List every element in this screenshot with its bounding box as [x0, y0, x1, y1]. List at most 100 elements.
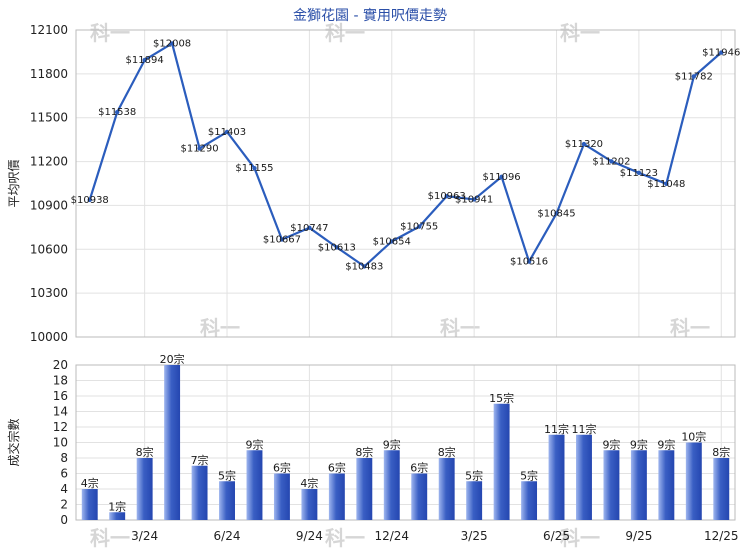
watermark: 科一 — [90, 526, 130, 550]
price-point — [554, 211, 559, 216]
volume-bar — [301, 489, 318, 520]
volume-bar — [219, 481, 235, 520]
price-data-label: $10654 — [373, 236, 411, 247]
volume-data-label: 6宗 — [328, 461, 346, 475]
volume-bar — [603, 450, 620, 520]
price-line-panel: 10000 10300 10600 10900 11200 11500 11800 12100… — [7, 23, 740, 344]
price-data-label: $10667 — [263, 234, 301, 245]
volume-bar — [136, 458, 153, 520]
price-point — [87, 197, 92, 203]
y-tick-label: 10900 — [30, 198, 68, 212]
volume-bar — [438, 458, 455, 520]
price-point — [581, 141, 587, 147]
volume-bar — [328, 473, 345, 520]
volume-data-label: 9宗 — [602, 437, 620, 451]
volume-bar — [576, 434, 592, 520]
price-data-label: $11946 — [702, 48, 740, 59]
volume-data-label: 4宗 — [81, 476, 99, 490]
volume-data-label: 6宗 — [410, 461, 428, 475]
chart-title: 金獅花園 - 實用呎價走勢 — [293, 8, 447, 24]
volume-data-label: 20宗 — [160, 352, 185, 366]
price-point — [197, 146, 202, 151]
y-tick-label: 4 — [60, 482, 68, 496]
volume-bar — [713, 458, 730, 520]
y-tick-label: 10 — [53, 436, 68, 450]
volume-bar — [109, 512, 126, 520]
volume-data-label: 5宗 — [218, 468, 236, 482]
y-tick-label: 12 — [53, 420, 68, 434]
volume-data-label: 8宗 — [136, 445, 154, 459]
y-tick-label: 16 — [53, 389, 68, 403]
x-tick-label: 9/25 — [625, 529, 652, 543]
y-tick-label: 18 — [53, 374, 68, 388]
price-point — [114, 109, 120, 115]
price-data-label: $11155 — [235, 163, 273, 174]
volume-bar — [658, 450, 675, 520]
y-tick-label: 2 — [60, 498, 68, 512]
volume-bar — [356, 458, 373, 520]
volume-bar — [521, 481, 538, 520]
x-tick-label: 6/24 — [214, 529, 241, 543]
price-data-label: $10747 — [290, 223, 328, 234]
volume-bar — [273, 473, 290, 520]
price-data-label: $11320 — [565, 139, 603, 150]
volume-data-label: 9宗 — [383, 437, 401, 451]
x-tick-label: 9/24 — [296, 529, 323, 543]
watermark: 科一 — [325, 21, 365, 45]
y-tick-label: 6 — [60, 467, 68, 481]
volume-data-label: 9宗 — [657, 437, 675, 451]
y-axis-title: 平均呎價 — [7, 159, 21, 207]
price-point — [526, 259, 532, 264]
price-point — [417, 224, 422, 229]
watermark: 科一 — [200, 316, 240, 340]
price-data-label: $10483 — [345, 261, 383, 272]
price-point — [252, 165, 257, 171]
price-data-label: $11048 — [647, 179, 685, 190]
price-data-label: $12008 — [153, 38, 191, 49]
price-point — [499, 174, 504, 179]
volume-bar — [191, 465, 208, 520]
volume-bar — [411, 473, 428, 520]
price-data-label: $10845 — [537, 208, 575, 219]
volume-data-label: 7宗 — [191, 453, 209, 467]
y-tick-label: 0 — [60, 513, 68, 527]
volume-data-label: 8宗 — [438, 445, 456, 459]
volume-data-label: 4宗 — [300, 476, 318, 490]
volume-bar — [466, 481, 483, 520]
x-tick-label: 12/24 — [374, 529, 409, 543]
volume-bar — [246, 450, 263, 520]
price-series-line — [88, 42, 722, 268]
volume-data-label: 6宗 — [273, 461, 291, 475]
volume-bar — [493, 403, 510, 520]
price-point — [664, 181, 669, 186]
volume-bar — [630, 450, 647, 520]
volume-data-label: 8宗 — [355, 445, 373, 459]
price-point — [719, 50, 724, 55]
price-data-label: $10516 — [510, 257, 548, 268]
x-tick-label: 3/25 — [461, 529, 488, 543]
price-data-label: $11782 — [675, 71, 713, 82]
price-data-label: $11403 — [208, 127, 246, 138]
y-tick-label: 12100 — [30, 23, 68, 37]
plot-frame — [75, 29, 736, 338]
price-point — [691, 74, 697, 79]
x-tick-label: 6/25 — [543, 529, 570, 543]
y-axis-title: 成交宗數 — [6, 418, 21, 466]
volume-data-label: 11宗 — [544, 422, 569, 436]
volume-data-label: 10宗 — [681, 430, 706, 444]
price-data-label: $11123 — [620, 168, 658, 179]
price-data-label: $10938 — [71, 195, 109, 206]
volume-data-label: 5宗 — [465, 468, 483, 482]
watermark: 科一 — [440, 316, 480, 340]
price-point — [142, 57, 147, 63]
x-tick-label: 3/24 — [131, 529, 158, 543]
price-point — [636, 170, 642, 176]
x-tick-label: 12/25 — [704, 529, 739, 543]
watermark: 科一 — [90, 21, 130, 45]
price-data-label: $10963 — [428, 191, 466, 202]
price-point — [279, 237, 285, 242]
watermark: 科一 — [670, 316, 710, 340]
volume-data-label: 9宗 — [630, 437, 648, 451]
